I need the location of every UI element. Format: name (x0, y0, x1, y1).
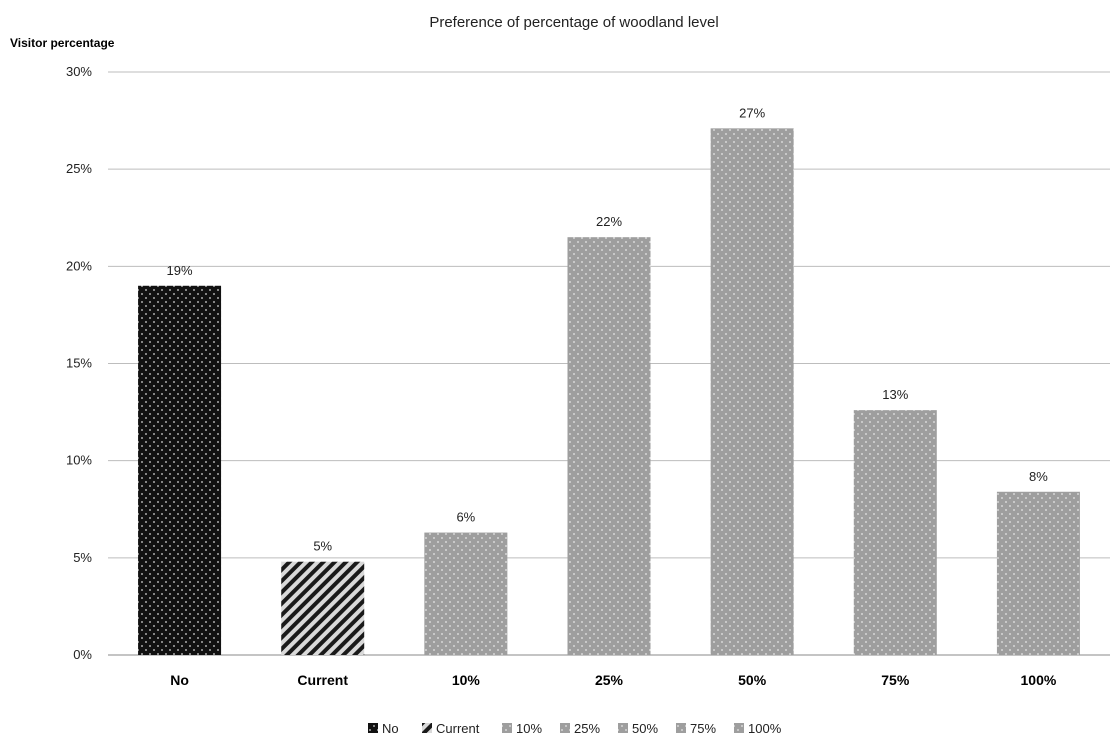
legend-swatch (676, 723, 686, 733)
data-labels: 19% 5% 6% 22% 27% 13% 8% (167, 105, 1049, 553)
data-label: 13% (882, 387, 908, 402)
y-tick-label: 0% (73, 647, 92, 662)
legend-entry: Current (436, 721, 480, 736)
bar-100pct (996, 491, 1080, 655)
y-tick-label: 15% (66, 356, 92, 371)
legend-swatch (560, 723, 570, 733)
y-tick-label: 20% (66, 258, 92, 273)
x-category-label: 75% (881, 672, 910, 688)
data-label: 22% (596, 214, 622, 229)
legend-swatch (368, 723, 378, 733)
bar-10pct (424, 532, 508, 655)
bar-25pct (567, 237, 651, 655)
y-axis-ticks: 0% 5% 10% 15% 20% 25% 30% (66, 64, 92, 662)
x-category-label: Current (297, 672, 348, 688)
y-axis-label: Visitor percentage (10, 36, 115, 50)
legend-swatch (502, 723, 512, 733)
x-category-label: No (170, 672, 189, 688)
y-tick-label: 5% (73, 550, 92, 565)
bar-no (138, 285, 222, 655)
x-category-label: 100% (1021, 672, 1057, 688)
data-label: 27% (739, 105, 765, 120)
y-tick-label: 10% (66, 453, 92, 468)
legend-swatch (422, 723, 432, 733)
data-label: 5% (313, 539, 332, 554)
bar-current (281, 561, 365, 655)
legend-entry: 75% (690, 721, 716, 736)
legend-swatch (618, 723, 628, 733)
x-category-label: 10% (452, 672, 481, 688)
legend-entry: 25% (574, 721, 600, 736)
legend-entry: 10% (516, 721, 542, 736)
data-label: 6% (456, 510, 475, 525)
legend-entry: No (382, 721, 399, 736)
x-category-label: 25% (595, 672, 624, 688)
legend-entry: 50% (632, 721, 658, 736)
chart-title: Preference of percentage of woodland lev… (429, 14, 718, 31)
bars (138, 128, 1080, 655)
y-tick-label: 30% (66, 64, 92, 79)
data-label: 19% (167, 263, 193, 278)
legend: No Current 10% 25% 50% 75% 100% (368, 721, 782, 736)
bar-75pct (853, 410, 937, 655)
legend-entry: 100% (748, 721, 782, 736)
bar-50pct (710, 128, 794, 655)
legend-swatch (734, 723, 744, 733)
data-label: 8% (1029, 469, 1048, 484)
x-axis-categories: No Current 10% 25% 50% 75% 100% (170, 672, 1057, 688)
y-tick-label: 25% (66, 161, 92, 176)
x-category-label: 50% (738, 672, 767, 688)
